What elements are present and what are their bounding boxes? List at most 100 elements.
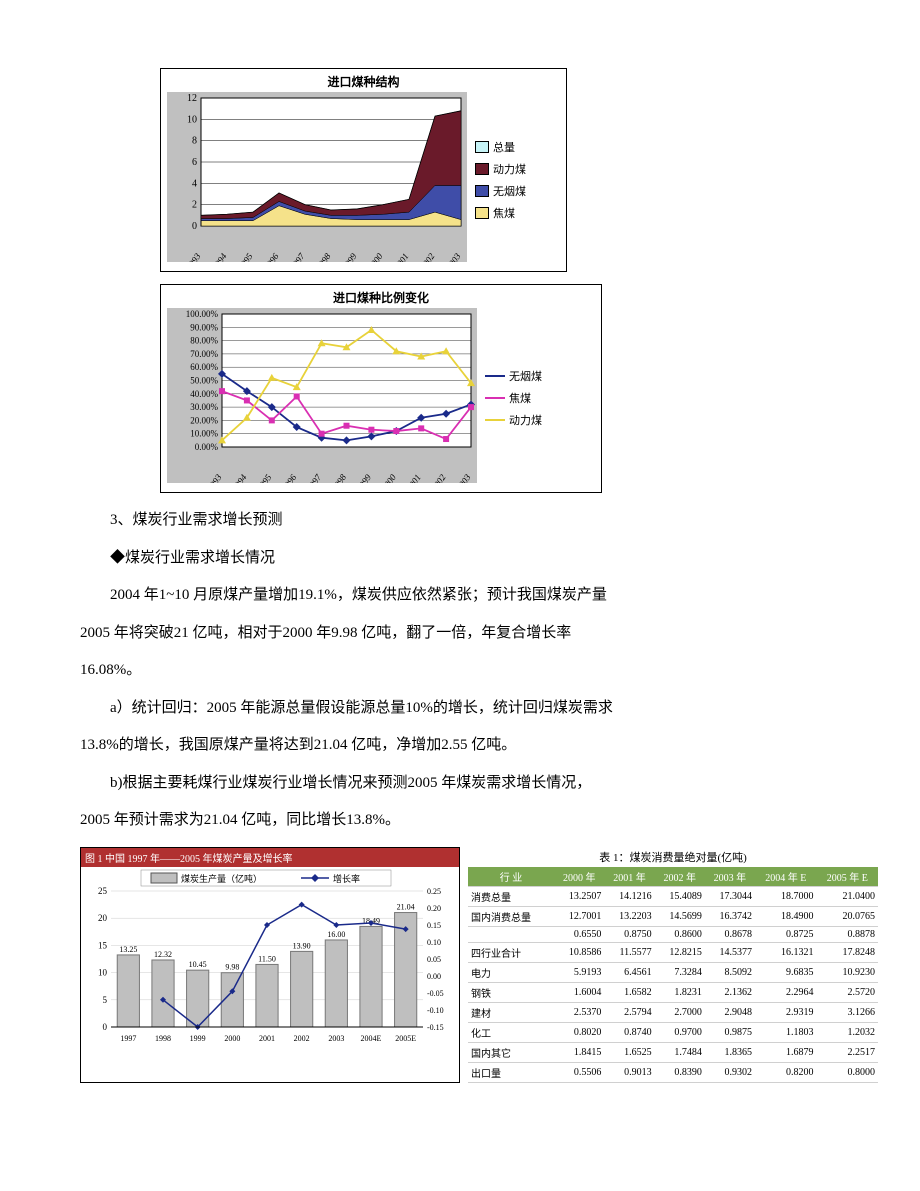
table-cell: 1.8415 — [554, 1042, 604, 1062]
table-cell: 16.3742 — [705, 906, 755, 926]
svg-text:0.25: 0.25 — [427, 887, 441, 896]
svg-text:0.20: 0.20 — [427, 904, 441, 913]
svg-text:1997: 1997 — [120, 1034, 136, 1043]
table-cell: 2.5720 — [817, 982, 878, 1002]
table-cell: 0.9013 — [604, 1062, 654, 1082]
table-cell: 0.5506 — [554, 1062, 604, 1082]
table-cell: 18.4900 — [755, 906, 816, 926]
chart2-legend: 无烟煤焦煤动力煤 — [477, 368, 542, 428]
legend-item: 总量 — [475, 139, 526, 155]
chart-import-structure: 进口煤种结构 024681012199319941995199619971998… — [160, 68, 567, 272]
table-cell: 0.8000 — [817, 1062, 878, 1082]
chart3-plot: 煤炭生产量（亿吨）增长率0510152025-0.15-0.10-0.050.0… — [81, 867, 459, 1047]
table-consumption: 表 1：煤炭消费量绝对量(亿吨) 行 业2000 年2001 年2002 年20… — [468, 847, 878, 1083]
svg-text:13.90: 13.90 — [293, 941, 311, 950]
table-cell: 2.2517 — [817, 1042, 878, 1062]
table-header-cell: 行 业 — [468, 867, 554, 887]
svg-text:-0.10: -0.10 — [427, 1006, 444, 1015]
chart-import-ratio: 进口煤种比例变化 0.00%10.00%20.00%30.00%40.00%50… — [160, 284, 602, 493]
svg-text:16.00: 16.00 — [327, 929, 345, 938]
svg-text:0: 0 — [192, 221, 197, 232]
svg-text:10: 10 — [187, 114, 197, 125]
chart1-body: 0246810121993199419951996199719981999200… — [161, 92, 566, 271]
table-cell: 14.1216 — [604, 886, 654, 906]
table1: 行 业2000 年2001 年2002 年2003 年2004 年 E2005 … — [468, 867, 878, 1083]
svg-text:增长率: 增长率 — [333, 873, 360, 884]
svg-text:20: 20 — [98, 913, 108, 923]
svg-text:煤炭生产量（亿吨）: 煤炭生产量（亿吨） — [181, 873, 262, 884]
table-cell: 8.5092 — [705, 962, 755, 982]
chart-production-growth: 图 1 中国 1997 年——2005 年煤炭产量及增长率 煤炭生产量（亿吨） 增… — [80, 847, 460, 1083]
table-cell: 12.7001 — [554, 906, 604, 926]
table-cell: 21.0400 — [817, 886, 878, 906]
table-cell: 14.5699 — [655, 906, 705, 926]
table-row: 化工0.80200.87400.97000.98751.18031.2032 — [468, 1022, 878, 1042]
table-cell: 四行业合计 — [468, 942, 554, 962]
table-cell: 0.9700 — [655, 1022, 705, 1042]
chart3-title: 图 1 中国 1997 年——2005 年煤炭产量及增长率 — [81, 848, 459, 867]
table-row: 建材2.53702.57942.70002.90482.93193.1266 — [468, 1002, 878, 1022]
table-cell: 2.7000 — [655, 1002, 705, 1022]
table-cell: 2.9048 — [705, 1002, 755, 1022]
table-cell: 0.8020 — [554, 1022, 604, 1042]
table-row: 国内其它1.84151.65251.74841.83651.68792.2517 — [468, 1042, 878, 1062]
table-cell: 0.8200 — [755, 1062, 816, 1082]
table-header-cell: 2002 年 — [655, 867, 705, 887]
legend-item: 焦煤 — [485, 390, 542, 406]
table-cell: 17.8248 — [817, 942, 878, 962]
svg-text:-0.15: -0.15 — [427, 1023, 444, 1032]
table-row: 电力5.91936.45617.32848.50929.683510.9230 — [468, 962, 878, 982]
table-cell: 13.2507 — [554, 886, 604, 906]
svg-text:80.00%: 80.00% — [190, 336, 218, 346]
svg-text:50.00%: 50.00% — [190, 376, 218, 386]
svg-text:12.32: 12.32 — [154, 949, 172, 958]
table-cell: 3.1266 — [817, 1002, 878, 1022]
table-row: 出口量0.55060.90130.83900.93020.82000.8000 — [468, 1062, 878, 1082]
svg-text:2000: 2000 — [224, 1034, 240, 1043]
table-cell: 9.6835 — [755, 962, 816, 982]
table-cell: 化工 — [468, 1022, 554, 1042]
svg-text:15: 15 — [98, 940, 108, 950]
table-cell — [468, 926, 554, 942]
svg-text:4: 4 — [192, 178, 197, 189]
table-cell: 0.8390 — [655, 1062, 705, 1082]
table-cell: 出口量 — [468, 1062, 554, 1082]
table-header-cell: 2001 年 — [604, 867, 654, 887]
table-cell: 18.7000 — [755, 886, 816, 906]
chart1-plot: 0246810121993199419951996199719981999200… — [167, 92, 467, 262]
svg-text:-0.05: -0.05 — [427, 989, 444, 998]
paragraph-2b: 13.8%的增长，我国原煤产量将达到21.04 亿吨，净增加2.55 亿吨。 — [80, 730, 840, 762]
svg-text:10: 10 — [98, 967, 108, 977]
svg-text:0.00%: 0.00% — [195, 442, 219, 452]
svg-text:2001: 2001 — [259, 1034, 275, 1043]
svg-text:2005E: 2005E — [395, 1034, 416, 1043]
table-header-cell: 2000 年 — [554, 867, 604, 887]
svg-text:0: 0 — [103, 1022, 108, 1032]
table-cell: 0.8725 — [755, 926, 816, 942]
paragraph-1a: 2004 年1~10 月原煤产量增加19.1%，煤炭供应依然紧张；预计我国煤炭产… — [80, 580, 840, 612]
svg-text:13.25: 13.25 — [119, 944, 137, 953]
table-cell: 17.3044 — [705, 886, 755, 906]
legend-item: 动力煤 — [475, 161, 526, 177]
svg-text:21.04: 21.04 — [397, 902, 415, 911]
table-cell: 20.0765 — [817, 906, 878, 926]
table-cell: 2.5794 — [604, 1002, 654, 1022]
table-cell: 2.1362 — [705, 982, 755, 1002]
svg-text:1998: 1998 — [155, 1034, 171, 1043]
table-cell: 1.6525 — [604, 1042, 654, 1062]
table-header-cell: 2005 年 E — [817, 867, 878, 887]
svg-text:10.00%: 10.00% — [190, 429, 218, 439]
svg-text:2: 2 — [192, 200, 197, 211]
table-cell: 0.8600 — [655, 926, 705, 942]
table-cell: 10.8586 — [554, 942, 604, 962]
legend-item: 焦煤 — [475, 205, 526, 221]
table-cell: 2.5370 — [554, 1002, 604, 1022]
chart1-legend: 总量动力煤无烟煤焦煤 — [467, 139, 526, 221]
svg-text:30.00%: 30.00% — [190, 402, 218, 412]
svg-text:2004E: 2004E — [361, 1034, 382, 1043]
legend-item: 无烟煤 — [475, 183, 526, 199]
table-cell: 1.8231 — [655, 982, 705, 1002]
table-cell: 0.9875 — [705, 1022, 755, 1042]
svg-text:0.00: 0.00 — [427, 972, 441, 981]
svg-text:10.45: 10.45 — [189, 960, 207, 969]
